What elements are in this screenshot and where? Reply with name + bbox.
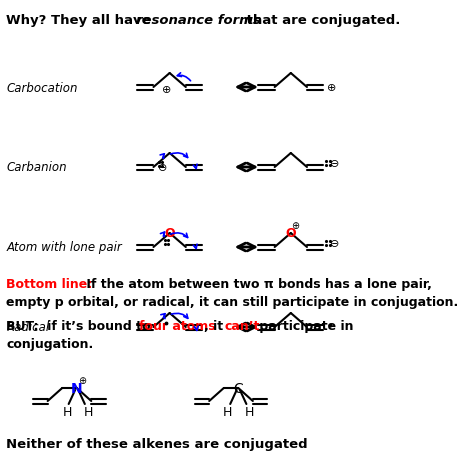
Text: H: H bbox=[63, 406, 72, 419]
Text: ⊖: ⊖ bbox=[330, 159, 339, 169]
Text: Why? They all have: Why? They all have bbox=[7, 14, 156, 27]
Text: Atom with lone pair: Atom with lone pair bbox=[7, 241, 122, 254]
Text: Carbocation: Carbocation bbox=[7, 81, 78, 94]
Text: can’t: can’t bbox=[225, 319, 260, 332]
Text: N: N bbox=[71, 381, 82, 395]
Text: H: H bbox=[245, 406, 254, 419]
Text: O: O bbox=[285, 227, 296, 240]
Text: BUT:  if it’s bound to: BUT: if it’s bound to bbox=[7, 319, 155, 332]
Text: four atoms: four atoms bbox=[139, 319, 216, 332]
Text: conjugation.: conjugation. bbox=[7, 337, 94, 350]
Text: ⊕: ⊕ bbox=[162, 85, 171, 95]
Text: ⊕: ⊕ bbox=[292, 220, 300, 231]
Text: Neither of these alkenes are conjugated: Neither of these alkenes are conjugated bbox=[7, 437, 308, 450]
Text: resonance forms: resonance forms bbox=[136, 14, 260, 27]
Text: H: H bbox=[83, 406, 93, 419]
Text: If the atom between two π bonds has a lone pair,: If the atom between two π bonds has a lo… bbox=[82, 277, 432, 290]
Text: ⊕: ⊕ bbox=[78, 375, 86, 385]
Text: participate in: participate in bbox=[255, 319, 354, 332]
Text: , it: , it bbox=[203, 319, 227, 332]
Text: ⊖: ⊖ bbox=[330, 238, 339, 249]
Text: O: O bbox=[164, 227, 175, 240]
Text: C: C bbox=[233, 381, 243, 395]
Text: empty p orbital, or radical, it can still participate in conjugation.: empty p orbital, or radical, it can stil… bbox=[7, 295, 459, 308]
Text: Radical: Radical bbox=[7, 321, 50, 334]
Text: that are conjugated.: that are conjugated. bbox=[242, 14, 401, 27]
Text: ⊕: ⊕ bbox=[327, 83, 336, 93]
Text: Carbanion: Carbanion bbox=[7, 161, 67, 174]
Text: Bottom line:: Bottom line: bbox=[7, 277, 93, 290]
Text: H: H bbox=[223, 406, 232, 419]
Text: ⊖: ⊖ bbox=[158, 163, 168, 173]
